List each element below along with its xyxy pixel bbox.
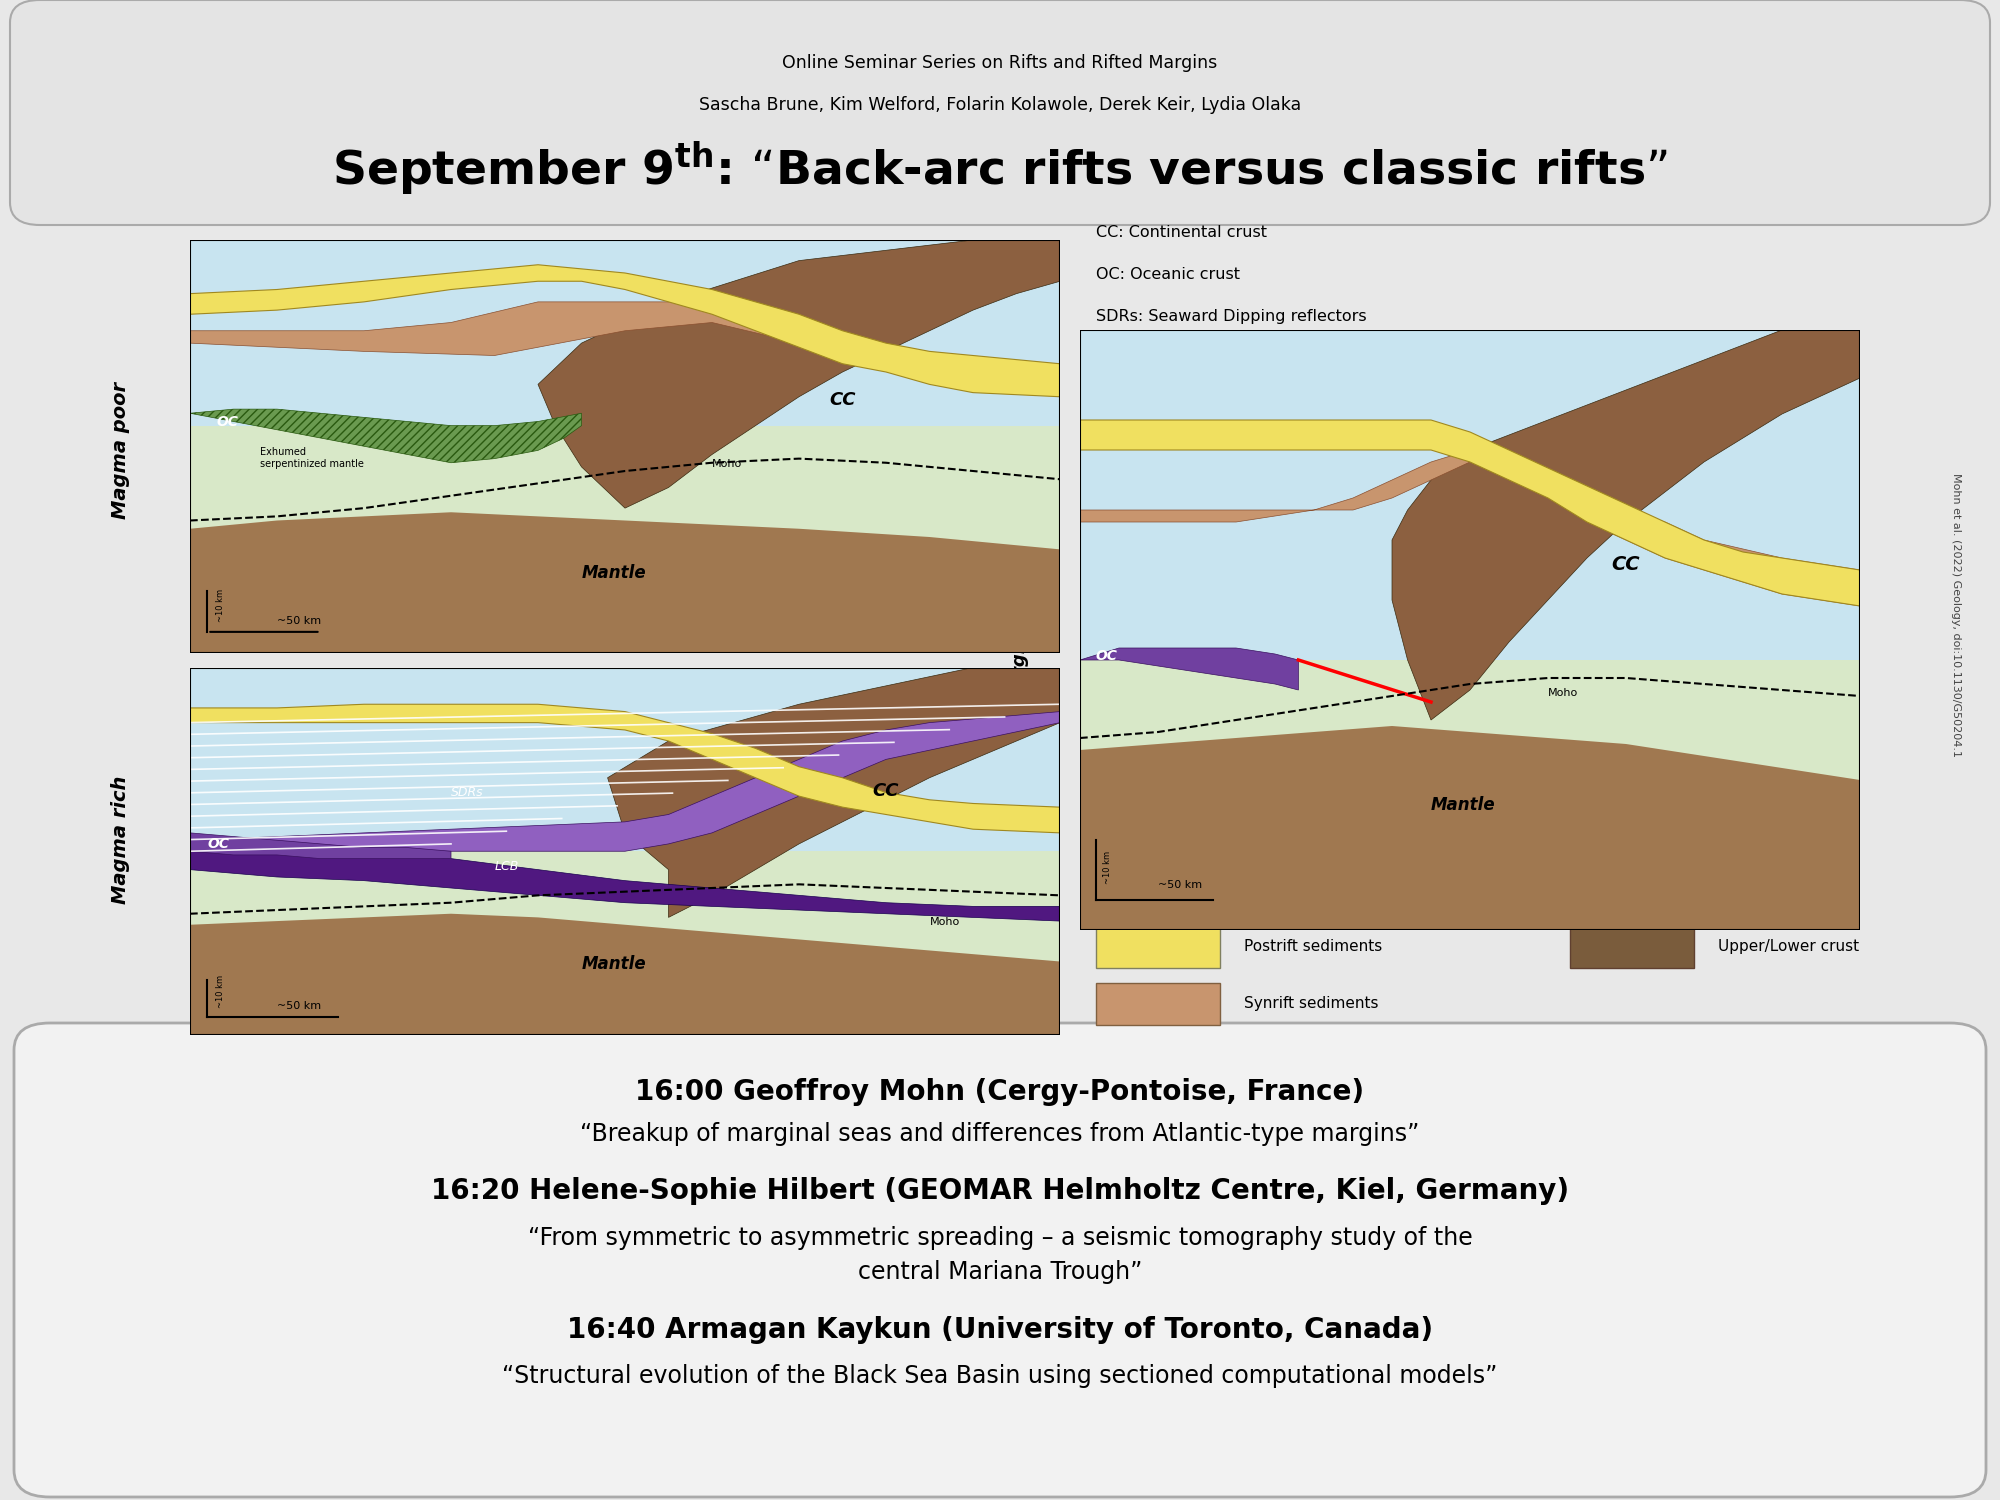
Text: Postrift sediments: Postrift sediments [1244,939,1382,954]
Text: ~10 km: ~10 km [216,975,226,1008]
Text: Upper/Lower crust: Upper/Lower crust [1718,939,1860,954]
Text: Synrift sediments: Synrift sediments [1244,996,1378,1011]
FancyBboxPatch shape [10,0,1990,225]
Text: “Breakup of marginal seas and differences from Atlantic-type margins”: “Breakup of marginal seas and difference… [580,1122,1420,1146]
Polygon shape [190,513,1060,652]
Polygon shape [190,711,1060,852]
Polygon shape [190,410,582,462]
Text: ~50 km: ~50 km [1158,880,1202,890]
Polygon shape [1080,330,1860,660]
Text: CC: CC [872,782,900,800]
Text: Moho: Moho [930,916,960,927]
Polygon shape [1080,450,1860,606]
Polygon shape [1080,648,1298,690]
Polygon shape [538,240,1060,509]
Text: ~50 km: ~50 km [276,1002,322,1011]
Polygon shape [1080,420,1860,606]
Text: central Mariana Trough”: central Mariana Trough” [858,1260,1142,1284]
Text: Exhumed
serpentinized mantle: Exhumed serpentinized mantle [260,447,364,470]
Text: Mantle: Mantle [1432,796,1496,814]
Polygon shape [608,668,1060,918]
Bar [190,240,1060,652]
Polygon shape [1080,660,1860,930]
Bar [190,668,1060,1035]
Text: Moho: Moho [1548,688,1578,698]
Polygon shape [190,852,1060,1035]
Polygon shape [190,426,1060,652]
Text: ~10 km: ~10 km [1104,850,1112,883]
Text: 16:20 Helene-Sophie Hilbert (GEOMAR Helmholtz Centre, Kiel, Germany): 16:20 Helene-Sophie Hilbert (GEOMAR Helm… [430,1178,1570,1204]
Text: Mantle: Mantle [582,956,646,974]
Polygon shape [190,264,1060,398]
Polygon shape [1392,330,1860,720]
Text: 16:00 Geoffroy Mohn (Cergy-Pontoise, France): 16:00 Geoffroy Mohn (Cergy-Pontoise, Fra… [636,1078,1364,1106]
Text: Magma rich: Magma rich [110,776,130,904]
Text: Sascha Brune, Kim Welford, Folarin Kolawole, Derek Keir, Lydia Olaka: Sascha Brune, Kim Welford, Folarin Kolaw… [698,96,1302,114]
Polygon shape [190,914,1060,1035]
Text: Moho: Moho [712,459,742,470]
FancyBboxPatch shape [14,1023,1986,1497]
Text: LCB: Lower Crustal Body: LCB: Lower Crustal Body [1096,351,1294,366]
FancyBboxPatch shape [1096,982,1220,1024]
Text: Online Seminar Series on Rifts and Rifted Margins: Online Seminar Series on Rifts and Rifte… [782,54,1218,72]
FancyBboxPatch shape [1096,926,1220,968]
Text: OC: OC [1096,650,1118,663]
Text: ~50 km: ~50 km [276,615,322,626]
Polygon shape [190,852,1060,921]
Text: September 9$^{\mathbf{th}}$: “Back-arc rifts versus classic rifts”: September 9$^{\mathbf{th}}$: “Back-arc r… [332,138,1668,198]
Polygon shape [190,668,1060,852]
Text: CC: CC [1612,555,1640,574]
Text: “Structural evolution of the Black Sea Basin using sectioned computational model: “Structural evolution of the Black Sea B… [502,1364,1498,1388]
Text: CC: Continental crust: CC: Continental crust [1096,225,1268,240]
Bar [1080,330,1860,930]
Polygon shape [190,240,1060,426]
Text: OC: Oceanic crust: OC: Oceanic crust [1096,267,1240,282]
Text: Marginal Basin: Marginal Basin [1012,555,1028,705]
Text: Mantle: Mantle [582,564,646,582]
Text: SDRs: Seaward Dipping reflectors: SDRs: Seaward Dipping reflectors [1096,309,1366,324]
Text: SDRs: SDRs [452,786,484,800]
Polygon shape [190,302,1060,398]
Text: Mohn et al. (2022) Geology, doi:10.1130/G50204.1: Mohn et al. (2022) Geology, doi:10.1130/… [1952,472,1960,758]
Text: OC: OC [216,414,238,429]
Polygon shape [1080,726,1860,930]
Text: OC: OC [208,837,230,850]
Text: LCB: LCB [494,859,518,873]
Text: 16:40 Armagan Kaykun (University of Toronto, Canada): 16:40 Armagan Kaykun (University of Toro… [566,1317,1434,1344]
Polygon shape [190,705,1060,833]
Text: “From symmetric to asymmetric spreading – a seismic tomography study of the: “From symmetric to asymmetric spreading … [528,1226,1472,1250]
FancyBboxPatch shape [1570,926,1694,968]
Text: CC: CC [830,392,856,410]
Text: ~10 km: ~10 km [216,588,226,621]
Text: Magma poor: Magma poor [110,381,130,519]
Polygon shape [190,833,452,858]
